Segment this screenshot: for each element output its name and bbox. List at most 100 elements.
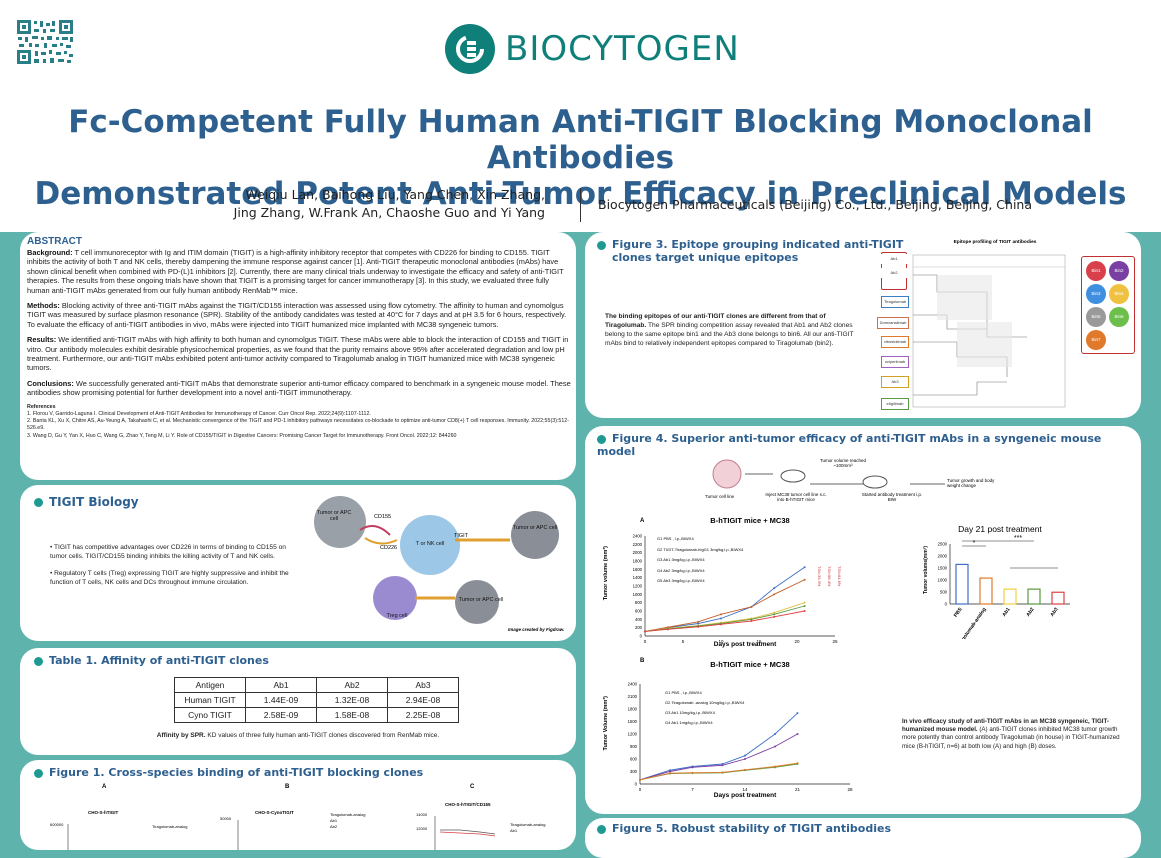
y-tick-label: 1800: [628, 707, 638, 712]
data-point: [773, 611, 776, 614]
tumor-growth-chart-a: 0200400600800100012001400160018002000220…: [633, 534, 838, 645]
table-cell: 2.94E-08: [387, 692, 459, 708]
tigit-label: TIGIT: [454, 533, 469, 539]
conclusions-text: We successfully generated anti-TIGIT mAb…: [27, 378, 571, 398]
epitope-chart-title: Epitope profiling of TIGIT antibodies: [953, 240, 1037, 245]
fig1-ytick-a: 600000: [50, 822, 64, 827]
data-point: [750, 605, 753, 608]
bar: [955, 563, 969, 605]
abstract-panel: ABSTRACT Background: T cell immunorecept…: [20, 232, 576, 480]
y-tick-label: 2000: [938, 554, 948, 559]
abstract-conclusions: Conclusions: We successfully generated a…: [27, 379, 571, 398]
bullet-dot-icon: [597, 434, 606, 444]
tgi-label: TGI=58.4%: [827, 566, 832, 587]
conclusions-label: Conclusions:: [27, 378, 74, 388]
tigit-biology-panel: TIGIT Biology • TIGIT has competitive ad…: [20, 485, 576, 641]
company-logo: BIOCYTOGEN: [445, 24, 740, 74]
workflow-inject: Inject MC38 tumor cell line s.c. into B-…: [765, 492, 827, 502]
tumor-cell-icon: [455, 580, 499, 624]
panel-a-legend: G1 PBS , i.p.,BIWX4 G2 TIGIT-Tiragolumab…: [657, 534, 743, 587]
y-tick-label: 300: [630, 769, 638, 774]
data-point: [803, 566, 806, 569]
figure3-heading: Figure 3. Epitope grouping indicated ant…: [597, 238, 903, 264]
data-point: [669, 770, 671, 773]
table-header-cell: Ab2: [316, 677, 388, 693]
references: References 1. Florou V, Garrido-Laguna I…: [27, 404, 571, 440]
tgi-label: TGI=35.3%: [817, 566, 822, 587]
workflow-cell: Tumor cell line: [705, 494, 735, 499]
epitope-dendrogram: [912, 254, 1066, 408]
logo-text: BIOCYTOGEN: [505, 29, 740, 69]
data-point: [666, 628, 669, 631]
figure5-heading: Figure 5. Robust stability of TIGIT anti…: [597, 822, 891, 835]
data-point: [796, 733, 799, 735]
data-point: [773, 615, 776, 618]
fig1-ytick-c1: 14000: [416, 812, 428, 817]
tigit-bullet-2: • Regulatory T cells (Treg) expressing T…: [50, 570, 289, 586]
data-point: [774, 733, 776, 735]
workflow-measure: Tumor growth and body weight change: [947, 478, 995, 488]
poster-header: BIOCYTOGEN Fc-Competent Fully Human Anti…: [0, 0, 1161, 232]
x-tick-label: 5: [682, 639, 685, 644]
tumor-apc-label-1: Tumor or APC cell: [316, 510, 352, 522]
epitope-label-ab3: Ab3: [881, 376, 909, 388]
data-point: [773, 587, 776, 590]
fig1-panel-c: C: [470, 784, 475, 790]
figure4-caption: In vivo efficacy study of anti-TIGIT mAb…: [902, 718, 1120, 750]
tumor-cell-icon: [314, 496, 366, 548]
x-tick-label: 28: [847, 787, 853, 792]
fig1-subtitle-a: CHO-S-hTIGIT: [88, 810, 119, 815]
fig1-subtitle-b: CHO-S-CynoTIGIT: [255, 810, 294, 815]
x-tick-label: 14: [742, 787, 748, 792]
y-tick-label: 2100: [628, 694, 638, 699]
data-point: [691, 771, 694, 774]
table-row: Cyno TIGIT 2.58E-09 1.58E-08 2.25E-08: [174, 707, 459, 723]
y-tick-label: 2500: [938, 542, 948, 547]
tumor-cell-icon: [511, 511, 559, 559]
treg-cell-icon: [373, 576, 417, 620]
bar: [1003, 588, 1017, 605]
figure3-panel: Figure 3. Epitope grouping indicated ant…: [585, 232, 1141, 418]
table1-heading: Table 1. Affinity of anti-TIGIT clones: [34, 654, 269, 667]
panel-a-title: B-hTIGIT mice + MC38: [710, 516, 790, 525]
panel-b-title: B-hTIGIT mice + MC38: [710, 660, 790, 669]
y-tick-label: 0: [945, 602, 948, 607]
figure3-text: The binding epitopes of our anti-TIGIT c…: [605, 313, 854, 347]
figure4-panel: Figure 4. Superior anti-tumor efficacy o…: [585, 426, 1141, 814]
x-tick-label: 25: [832, 639, 838, 644]
y-tick-label: 2400: [628, 682, 638, 687]
fig1-ytick-b: 50000: [220, 816, 232, 821]
epitope-label-ab1: Ab1: [881, 254, 907, 264]
data-point: [750, 620, 753, 622]
header-divider: [580, 188, 581, 222]
data-point: [744, 754, 746, 757]
legend-item: G4 Ab1 1mg/kg,i.p.,BIWX4: [665, 720, 713, 725]
tigit-biology-illustration: [314, 496, 559, 624]
bullet-dot-icon: [34, 656, 43, 666]
biocytogen-logo-icon: [445, 24, 495, 74]
legend-item: G4 Ab2 3mg/kg,i.p.,BIWX4: [657, 567, 705, 573]
table-cell: 1.32E-08: [316, 692, 388, 708]
tgi-label: TGI=64.6%: [837, 566, 842, 587]
bin-bubble: Bin3: [1086, 284, 1106, 304]
tumor-growth-chart-b: 0 300 600 900 1200 1500 1800 2100 2400 0 7 14 21 28: [628, 682, 853, 793]
reference-1: 1. Florou V, Garrido-Laguna I. Clinical …: [27, 410, 371, 417]
cell-dish-icon: [712, 459, 742, 489]
affinity-table: Antigen Ab1 Ab2 Ab3 Human TIGIT 1.44E-09…: [174, 677, 459, 723]
legend-item: G2 TIGIT-Tiragolumab-hIgG1 3mg/kg,i.p.,B…: [657, 546, 744, 552]
table-cell: 2.25E-08: [387, 707, 459, 723]
cd155-label: CD155: [374, 514, 392, 520]
tigit-biology-text: • TIGIT has competitive advantages over …: [50, 543, 298, 587]
table1-panel: Table 1. Affinity of anti-TIGIT clones A…: [20, 648, 576, 755]
data-point: [720, 617, 722, 620]
legend-item: G3 Ab1 3mg/kg,i.p.,BIWX4: [657, 557, 705, 562]
panel-b-xlabel: Days post treatment: [713, 792, 777, 799]
panel-b-ylabel: Tumor Volume (mm³): [603, 696, 609, 751]
image-credit: Image created by Figdraw.: [508, 627, 565, 632]
y-tick-label: 600: [630, 757, 638, 762]
y-tick-label: 600: [635, 609, 643, 614]
x-tick-label: 20: [794, 639, 800, 644]
workflow-diagram: [712, 459, 945, 489]
data-point: [721, 771, 724, 774]
table-header-row: Antigen Ab1 Ab2 Ab3: [174, 677, 459, 693]
